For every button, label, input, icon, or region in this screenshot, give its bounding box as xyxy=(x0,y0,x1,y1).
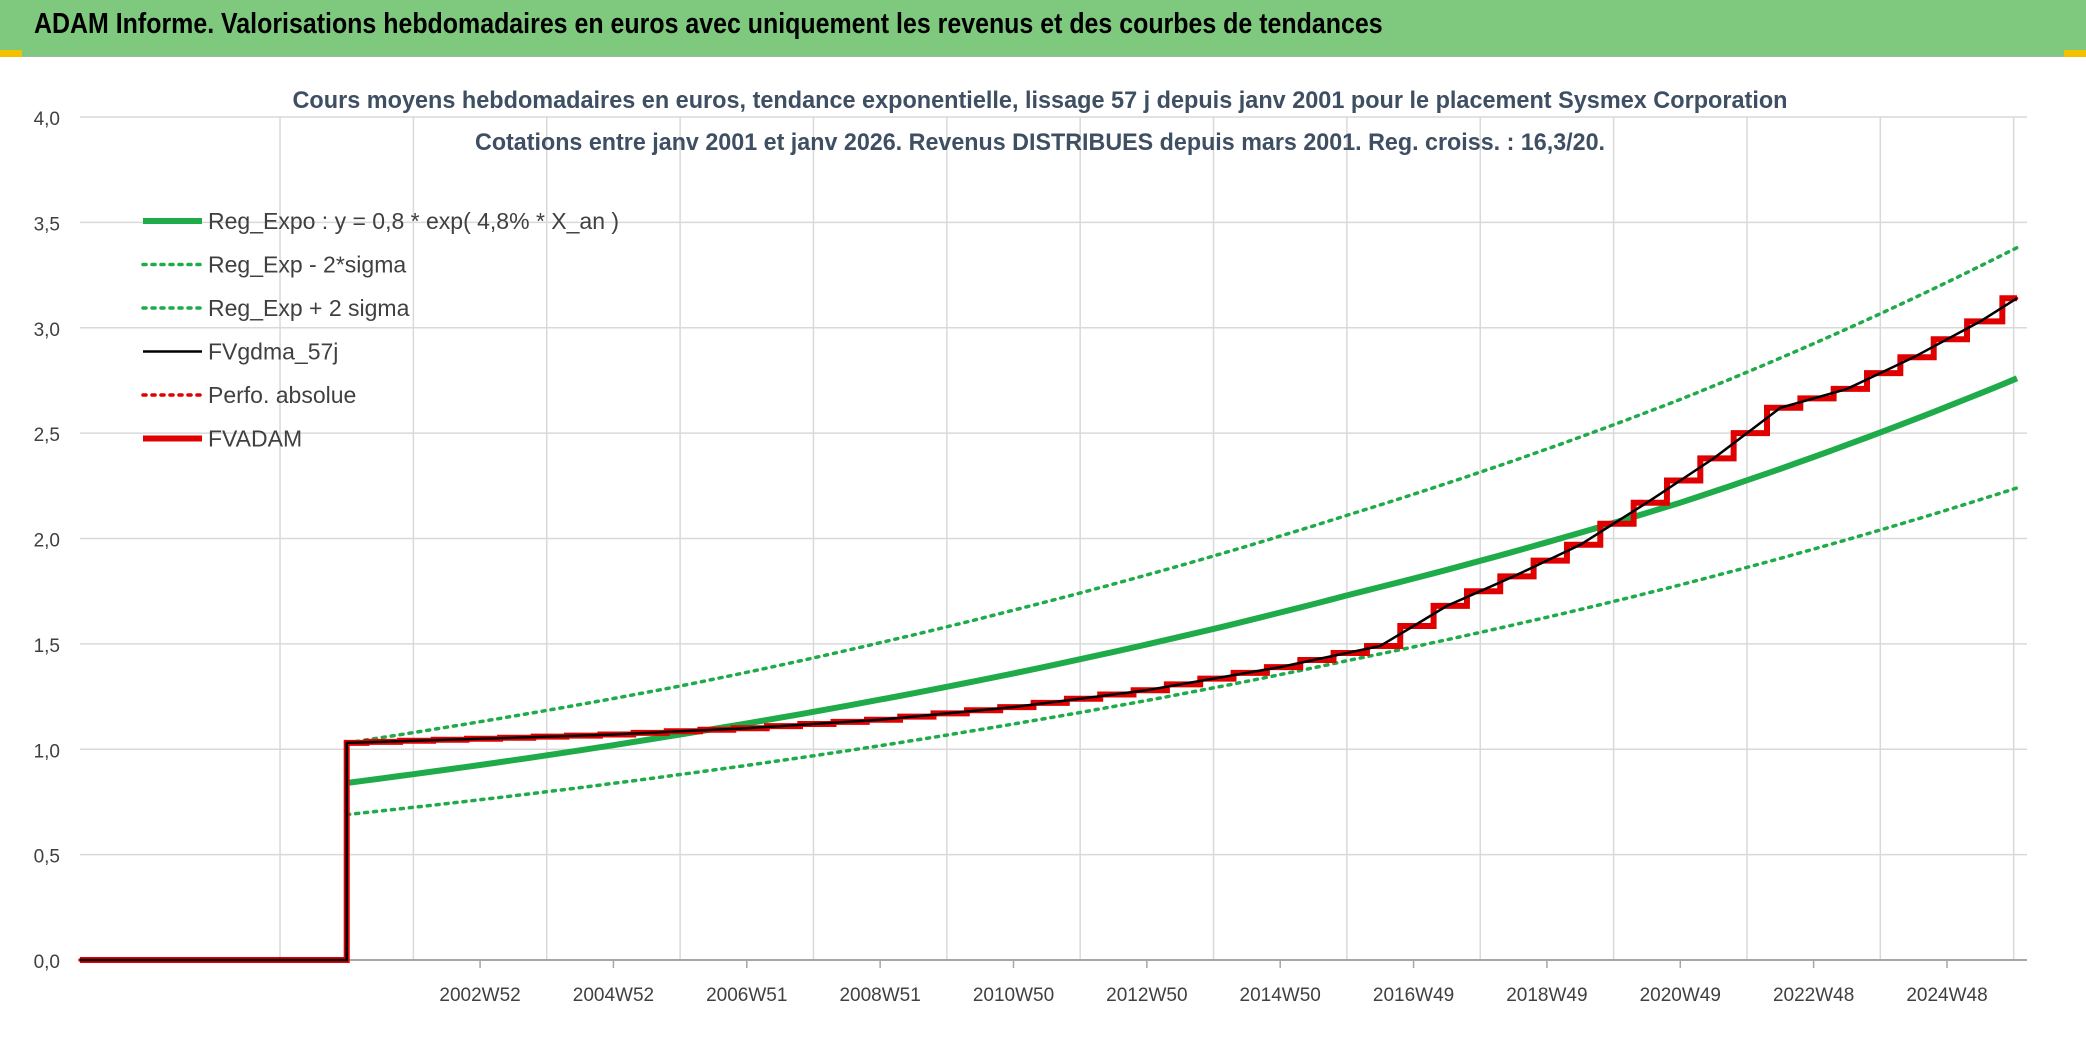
y-tick-label: 4,0 xyxy=(34,109,60,130)
legend-label: FVgdma_57j xyxy=(208,339,338,365)
x-tick-label: 2002W52 xyxy=(439,985,520,1006)
legend-label: Reg_Exp + 2 sigma xyxy=(208,295,410,321)
x-tick-label: 2016W49 xyxy=(1373,985,1454,1006)
legend-label: FVADAM xyxy=(208,426,302,452)
y-tick-label: 3,5 xyxy=(34,214,60,235)
series-line-0 xyxy=(346,375,2019,786)
series-line-1 xyxy=(344,486,2019,817)
y-tick-label: 3,0 xyxy=(34,320,60,341)
series xyxy=(78,245,2019,963)
chart-subtitle: Cotations entre janv 2001 et janv 2026. … xyxy=(475,129,1605,156)
x-tick-label: 2022W48 xyxy=(1773,985,1854,1006)
report-title: ADAM Informe. Valorisations hebdomadaire… xyxy=(34,8,1383,40)
x-tick-label: 2010W50 xyxy=(973,985,1054,1006)
x-tick-label: 2014W50 xyxy=(1240,985,1321,1006)
report-header: ADAM Informe. Valorisations hebdomadaire… xyxy=(0,0,2086,57)
legend-label: Perfo. absolue xyxy=(208,382,356,408)
y-tick-label: 1,5 xyxy=(34,636,60,657)
legend: Reg_Expo : y = 0,8 * exp( 4,8% * X_an ) R… xyxy=(141,208,619,452)
x-tick-label: 2018W49 xyxy=(1506,985,1587,1006)
header-corner-left xyxy=(0,50,22,57)
x-tick-label: 2008W51 xyxy=(839,985,920,1006)
legend-label: Reg_Expo : y = 0,8 * exp( 4,8% * X_an ) xyxy=(208,208,619,234)
y-tick-label: 0,5 xyxy=(34,847,60,868)
series-line-4 xyxy=(78,296,2019,962)
header-corner-right xyxy=(2064,50,2086,57)
y-tick-label: 0,0 xyxy=(34,952,60,973)
chart-title: Cours moyens hebdomadaires en euros, ten… xyxy=(293,87,1788,114)
series-line-3 xyxy=(80,297,2018,962)
y-tick-label: 1,0 xyxy=(34,741,60,762)
x-tick-label: 2020W49 xyxy=(1640,985,1721,1006)
x-tick-label: 2012W50 xyxy=(1106,985,1187,1006)
axes: 0,0 0,5 1,0 1,5 2,0 2,5 3,0 3,5 4,0 2002W52 2004W5… xyxy=(34,109,2027,1006)
series-line-2 xyxy=(344,245,2019,745)
y-tick-label: 2,0 xyxy=(34,531,60,552)
legend-label: Reg_Exp - 2*sigma xyxy=(208,252,406,278)
x-tick-label: 2004W52 xyxy=(573,985,654,1006)
x-tick-label: 2024W48 xyxy=(1906,985,1987,1006)
x-tick-label: 2006W51 xyxy=(706,985,787,1006)
y-tick-label: 2,5 xyxy=(34,425,60,446)
series-line-5 xyxy=(80,295,2017,963)
grid xyxy=(80,116,2027,961)
